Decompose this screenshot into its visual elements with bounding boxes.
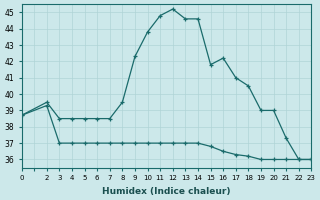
- X-axis label: Humidex (Indice chaleur): Humidex (Indice chaleur): [102, 187, 231, 196]
